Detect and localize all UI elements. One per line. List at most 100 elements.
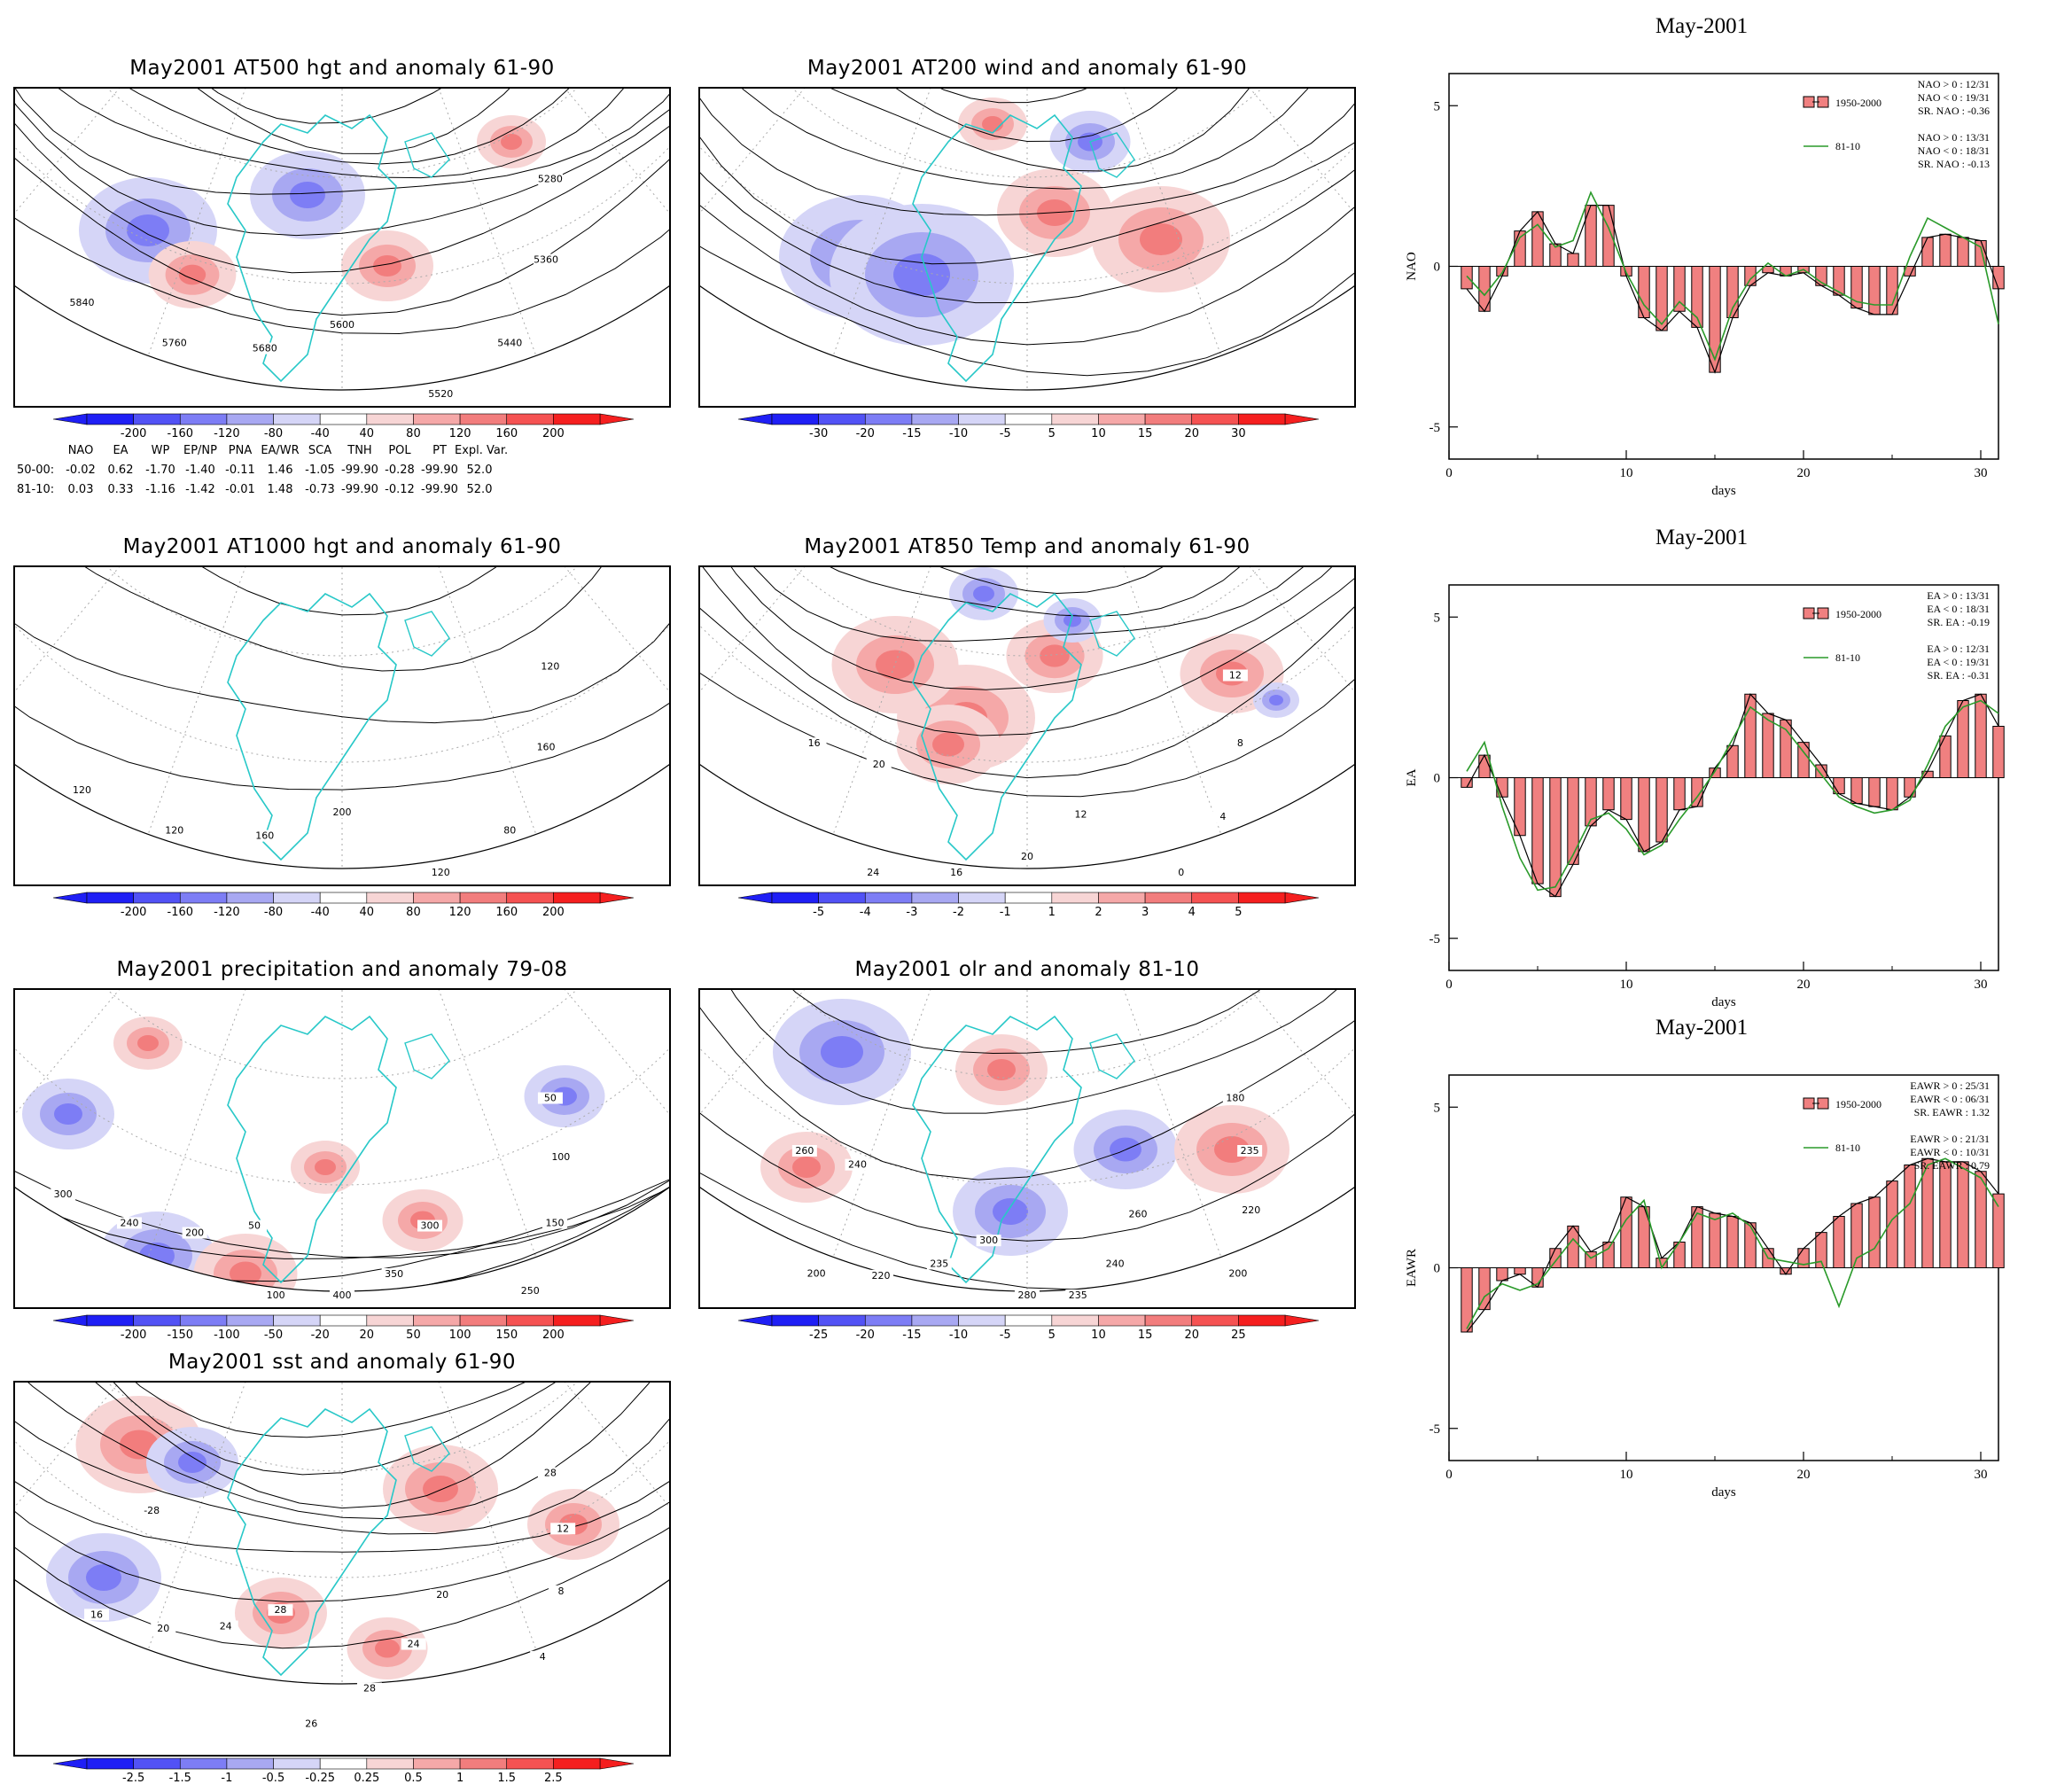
bar xyxy=(1975,1171,1987,1268)
colorbar-label: 30 xyxy=(1231,427,1246,440)
colorbar-swatch xyxy=(1144,413,1193,425)
map-plot: 28 12 8 4 20 24 28 26 28 24 20 16 -28 xyxy=(15,1383,669,1730)
colorbar-label: 120 xyxy=(449,906,471,919)
contour-label: 150 xyxy=(546,1217,565,1228)
colorbar-arrow-right xyxy=(599,1314,635,1327)
contour-label: 5760 xyxy=(162,337,187,348)
contour-label-bg xyxy=(1222,669,1248,682)
colorbar-label: 40 xyxy=(360,906,375,919)
colorbar-label: 20 xyxy=(360,1328,375,1342)
colorbar-swatch xyxy=(273,1314,321,1327)
map-title: May2001 AT200 wind and anomaly 61-90 xyxy=(806,57,1248,80)
bar xyxy=(1514,1267,1526,1275)
bar xyxy=(1939,233,1952,267)
colorbar-swatch xyxy=(771,1314,819,1327)
colorbar-swatch xyxy=(506,1314,554,1327)
colorbar-swatch xyxy=(911,1314,959,1327)
contour-label: 120 xyxy=(432,867,450,878)
contour-label: 26 xyxy=(305,1718,317,1729)
series-line-81-10 xyxy=(1466,191,1999,362)
colorbar-label: 1.5 xyxy=(497,1772,516,1785)
map-frame: 180 235 220 200 260 240 235 280 300 235 220 200 240 2… xyxy=(698,988,1356,1309)
latitude-circle xyxy=(15,89,669,284)
bar xyxy=(1886,777,1898,811)
contour-label: 240 xyxy=(1106,1258,1125,1270)
colorbar-swatch xyxy=(319,413,368,425)
bar xyxy=(1868,1196,1881,1268)
contour-line xyxy=(15,1383,669,1438)
coastline xyxy=(227,592,397,861)
contour-label-bg xyxy=(530,1650,556,1663)
colorbar-svg: -25 -20 -15 -10 -5 5 10 15 20 25 xyxy=(737,1314,1320,1342)
contour-line xyxy=(700,567,1354,798)
map-title: May2001 AT1000 hgt and anomaly 61-90 xyxy=(122,535,562,558)
map-panel-precip: May2001 precipitation and anomaly 79-08 … xyxy=(13,954,671,1342)
colorbar-arrow-right xyxy=(599,892,635,904)
contour-label-bg xyxy=(182,1227,207,1239)
contour-label: 100 xyxy=(267,1289,285,1301)
contour-label: 8 xyxy=(1237,737,1243,749)
legend-stat: EAWR < 0 : 10/31 xyxy=(1910,1146,1990,1158)
colorbar-svg: -200 -160 -120 -80 -40 40 80 120 160 200 xyxy=(52,413,635,440)
colorbar-swatch xyxy=(459,1757,508,1770)
meridian-line xyxy=(341,990,669,1009)
bar xyxy=(1567,253,1579,267)
colorbar-arrow-left xyxy=(737,413,773,425)
contour-label-bg xyxy=(537,660,563,673)
colorbar-swatch xyxy=(366,892,414,904)
map-boundary xyxy=(15,1579,669,1685)
contour-label-bg xyxy=(161,824,187,837)
contour-line xyxy=(15,567,669,791)
contour-label: 5600 xyxy=(330,319,354,331)
contour-label: 20 xyxy=(157,1623,169,1634)
bar xyxy=(1602,1242,1615,1268)
contour-label-bg xyxy=(299,1718,324,1730)
index-table-header-cell: POL xyxy=(388,444,411,457)
meridian-line xyxy=(15,567,343,586)
contour-label-bg xyxy=(1168,867,1194,878)
colorbar-label: -80 xyxy=(264,427,283,440)
bar xyxy=(1780,719,1792,778)
index-table-cell: 52.0 xyxy=(466,483,493,496)
contour-label: 20 xyxy=(873,759,885,770)
colorbar-swatch xyxy=(1051,413,1099,425)
bar xyxy=(1850,777,1863,804)
index-table-header-cell: Expl. Var. xyxy=(455,444,509,457)
map-frame: 50 100 150 250 300 350 400 100 50 200 240 300 xyxy=(13,988,671,1309)
chart-title: May-2001 xyxy=(1655,526,1749,549)
bar xyxy=(1957,237,1969,267)
contour-line xyxy=(700,89,1354,265)
index-table-cell: -0.73 xyxy=(305,483,335,496)
colorbar-swatch xyxy=(818,413,866,425)
map-panel-at850: May2001 AT850 Temp and anomaly 61-90 12 8… xyxy=(698,532,1356,919)
colorbar-swatch xyxy=(1098,1314,1146,1327)
colorbar-swatch xyxy=(1004,892,1053,904)
map-boundary xyxy=(700,285,1354,391)
map-boundary xyxy=(15,764,669,869)
colorbar-label: -2.5 xyxy=(122,1772,144,1785)
bar xyxy=(1709,266,1721,373)
legend-stat: EA > 0 : 12/31 xyxy=(1927,643,1990,655)
colorbar-swatch xyxy=(179,1757,228,1770)
index-table-cell: -1.16 xyxy=(145,483,175,496)
colorbar-label: -15 xyxy=(902,1328,921,1342)
colorbar-arrow-left xyxy=(737,1314,773,1327)
map-plot: 120 160 80 120 200 160 120 120 xyxy=(15,567,669,878)
bar xyxy=(1939,735,1952,778)
bar xyxy=(1620,777,1632,821)
colorbar-swatch xyxy=(413,413,461,425)
contour-label: 12 xyxy=(557,1523,569,1534)
colorbar-label: -150 xyxy=(168,1328,194,1342)
colorbar-swatch xyxy=(1238,1314,1286,1327)
index-table-cell: -0.12 xyxy=(385,483,415,496)
x-tick-label: 10 xyxy=(1620,978,1633,992)
coastline xyxy=(1089,132,1135,178)
legend-stat: EA > 0 : 13/31 xyxy=(1927,589,1990,602)
y-tick-label: 5 xyxy=(1434,99,1441,113)
colorbar-arrow-right xyxy=(1284,413,1320,425)
contour-line xyxy=(15,1383,669,1520)
contour-line xyxy=(756,89,1298,104)
colorbar-swatch xyxy=(864,892,913,904)
bar xyxy=(1744,1222,1757,1268)
